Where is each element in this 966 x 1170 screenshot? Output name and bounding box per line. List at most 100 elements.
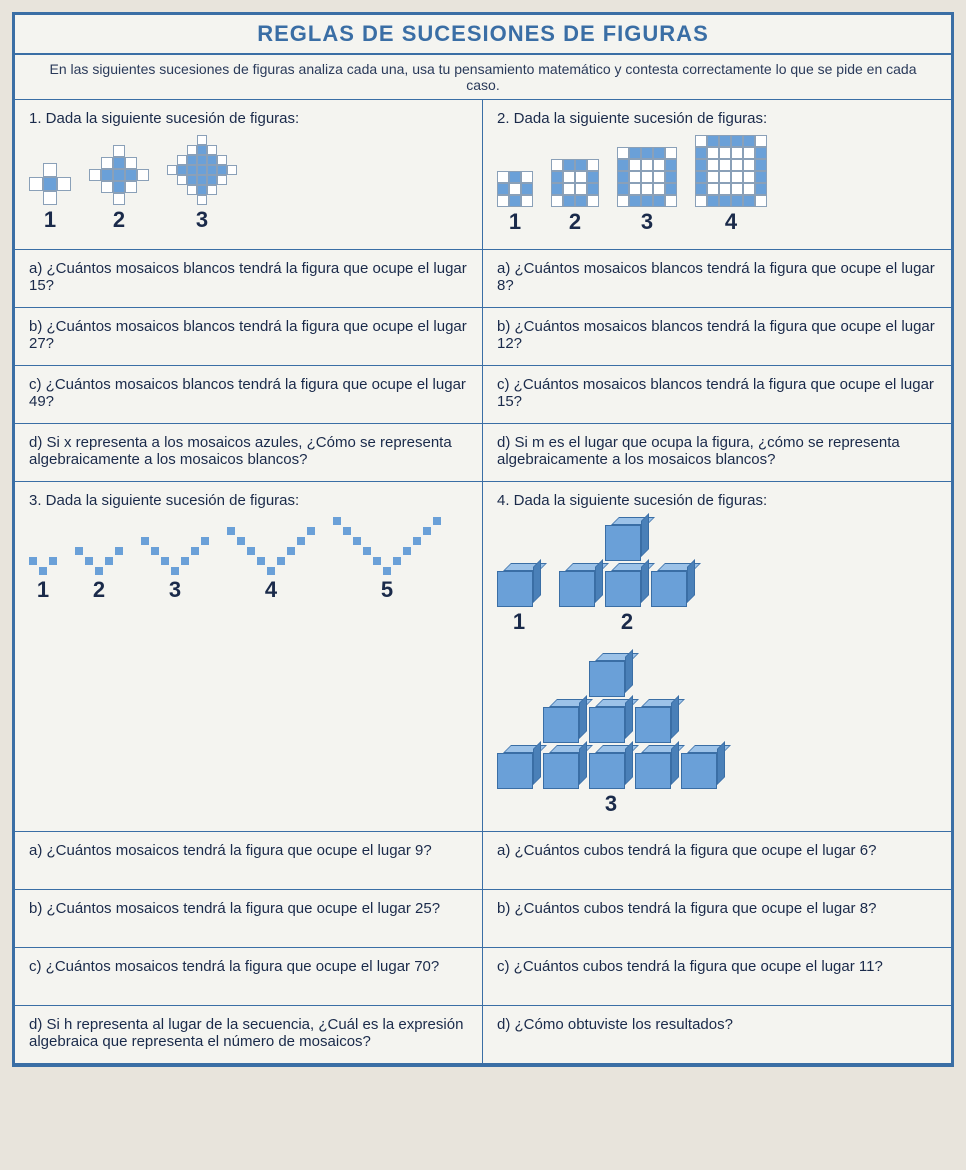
blue-tile xyxy=(629,147,641,159)
dot xyxy=(433,517,441,525)
white-tile xyxy=(167,165,177,175)
blue-tile xyxy=(113,157,125,169)
white-tile xyxy=(177,175,187,185)
white-tile xyxy=(731,147,743,159)
white-tile xyxy=(695,135,707,147)
tile-grid xyxy=(617,147,677,207)
dot xyxy=(49,557,57,565)
empty-dot xyxy=(257,537,265,545)
cube xyxy=(543,699,587,743)
dot-grid xyxy=(75,547,123,575)
white-tile xyxy=(731,183,743,195)
blue-tile xyxy=(113,169,125,181)
cube xyxy=(543,745,587,789)
dot xyxy=(247,547,255,555)
empty-dot xyxy=(39,557,47,565)
empty-dot xyxy=(181,537,189,545)
empty-dot xyxy=(257,527,265,535)
empty-tile xyxy=(207,195,217,205)
blue-tile xyxy=(207,165,217,175)
empty-dot xyxy=(277,537,285,545)
white-tile xyxy=(719,159,731,171)
white-tile xyxy=(731,171,743,183)
dot xyxy=(287,547,295,555)
empty-dot xyxy=(257,547,265,555)
tile-grid xyxy=(551,159,599,207)
blue-tile xyxy=(743,135,755,147)
figure-label: 2 xyxy=(551,209,599,235)
empty-dot xyxy=(29,567,37,575)
figure-label: 1 xyxy=(497,609,541,635)
empty-dot xyxy=(403,557,411,565)
white-tile xyxy=(521,171,533,183)
empty-dot xyxy=(363,537,371,545)
white-tile xyxy=(617,195,629,207)
figure-item: 2 xyxy=(551,159,599,235)
cube xyxy=(589,699,633,743)
blue-tile xyxy=(617,159,629,171)
blue-tile xyxy=(551,183,563,195)
empty-dot xyxy=(141,547,149,555)
cube-column xyxy=(635,699,679,789)
dot xyxy=(171,567,179,575)
figure-label: 2 xyxy=(559,609,695,635)
cube xyxy=(605,517,649,561)
p4-qd: d) ¿Cómo obtuviste los resultados? xyxy=(483,1006,951,1064)
empty-dot xyxy=(237,567,245,575)
p4-qb: b) ¿Cuántos cubos tendrá la figura que o… xyxy=(483,890,951,948)
p4-figure-area: 123 xyxy=(497,509,937,821)
dot xyxy=(85,557,93,565)
empty-tile xyxy=(101,145,113,157)
p2-qc: c) ¿Cuántos mosaicos blancos tendrá la f… xyxy=(483,366,951,424)
p2-figures-cell: 2. Dada la siguiente sucesión de figuras… xyxy=(483,100,951,250)
dot xyxy=(191,547,199,555)
empty-tile xyxy=(217,145,227,155)
white-tile xyxy=(509,183,521,195)
cube xyxy=(559,563,603,607)
blue-tile xyxy=(197,165,207,175)
empty-tile xyxy=(167,175,177,185)
empty-dot xyxy=(393,537,401,545)
tile-grid xyxy=(497,171,533,207)
cube xyxy=(651,563,695,607)
empty-tile xyxy=(227,185,237,195)
blue-tile xyxy=(665,171,677,183)
empty-dot xyxy=(161,547,169,555)
p1-head: 1. Dada la siguiente sucesión de figuras… xyxy=(29,110,468,127)
white-tile xyxy=(575,171,587,183)
blue-tile xyxy=(695,159,707,171)
empty-dot xyxy=(277,527,285,535)
empty-dot xyxy=(181,547,189,555)
empty-dot xyxy=(423,517,431,525)
blue-tile xyxy=(629,195,641,207)
white-tile xyxy=(177,155,187,165)
empty-tile xyxy=(125,145,137,157)
empty-dot xyxy=(433,527,441,535)
cube-column xyxy=(681,745,725,789)
empty-dot xyxy=(201,547,209,555)
blue-tile xyxy=(207,155,217,165)
empty-dot xyxy=(141,557,149,565)
empty-dot xyxy=(363,567,371,575)
dot xyxy=(151,547,159,555)
white-tile xyxy=(731,159,743,171)
empty-dot xyxy=(433,567,441,575)
cube-stack xyxy=(559,517,695,607)
p1-qa: a) ¿Cuántos mosaicos blancos tendrá la f… xyxy=(15,250,483,308)
empty-dot xyxy=(237,557,245,565)
cube xyxy=(635,745,679,789)
empty-dot xyxy=(333,547,341,555)
white-tile xyxy=(707,171,719,183)
empty-dot xyxy=(191,557,199,565)
white-tile xyxy=(641,183,653,195)
empty-tile xyxy=(217,185,227,195)
white-tile xyxy=(629,171,641,183)
p2-figure-area: 1234 xyxy=(497,127,937,239)
blue-tile xyxy=(707,135,719,147)
blue-tile xyxy=(665,183,677,195)
empty-dot xyxy=(161,567,169,575)
p1-qc: c) ¿Cuántos mosaicos blancos tendrá la f… xyxy=(15,366,483,424)
p3-head: 3. Dada la siguiente sucesión de figuras… xyxy=(29,492,468,509)
p2-qd: d) Si m es el lugar que ocupa la figura,… xyxy=(483,424,951,482)
white-tile xyxy=(617,147,629,159)
